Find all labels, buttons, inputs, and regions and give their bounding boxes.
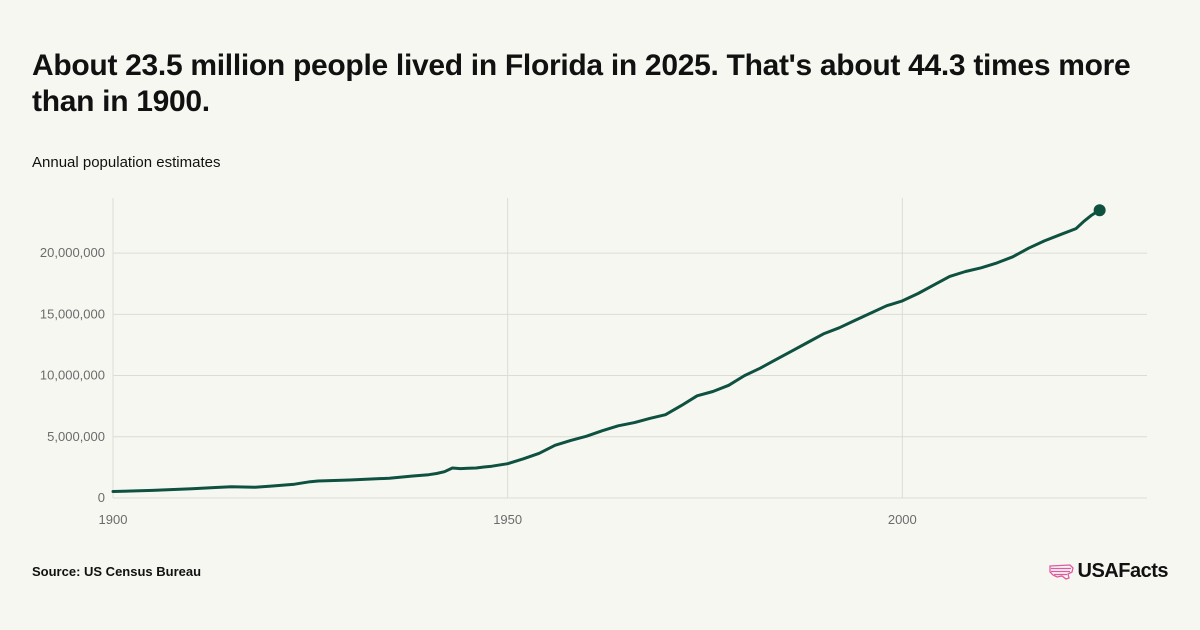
chart-subtitle: Annual population estimates	[32, 154, 221, 171]
latest-value-marker	[1093, 204, 1106, 217]
chart-title: About 23.5 million people lived in Flori…	[32, 49, 1131, 118]
y-tick-label: 5,000,000	[47, 429, 105, 444]
grid-lines	[112, 198, 1147, 499]
us-map-stripes-icon	[1048, 563, 1074, 580]
y-tick-label: 15,000,000	[40, 306, 105, 321]
source-note: Source: US Census Bureau	[32, 564, 202, 579]
logo-text: USAFacts	[1077, 560, 1169, 582]
population-series-line	[111, 208, 1102, 493]
y-tick-label: 10,000,000	[40, 368, 105, 383]
usafacts-logo: USAFacts	[1048, 560, 1169, 583]
x-tick-label: 2000	[888, 512, 917, 527]
y-tick-label: 0	[98, 490, 105, 505]
x-tick-label: 1950	[493, 512, 522, 527]
y-tick-label: 20,000,000	[40, 245, 105, 260]
x-tick-label: 1900	[99, 512, 128, 527]
x-axis-ticks: 1900 1950 2000	[99, 512, 917, 527]
y-axis-ticks: 0 5,000,000 10,000,000 15,000,000 20,000,000	[40, 245, 105, 505]
